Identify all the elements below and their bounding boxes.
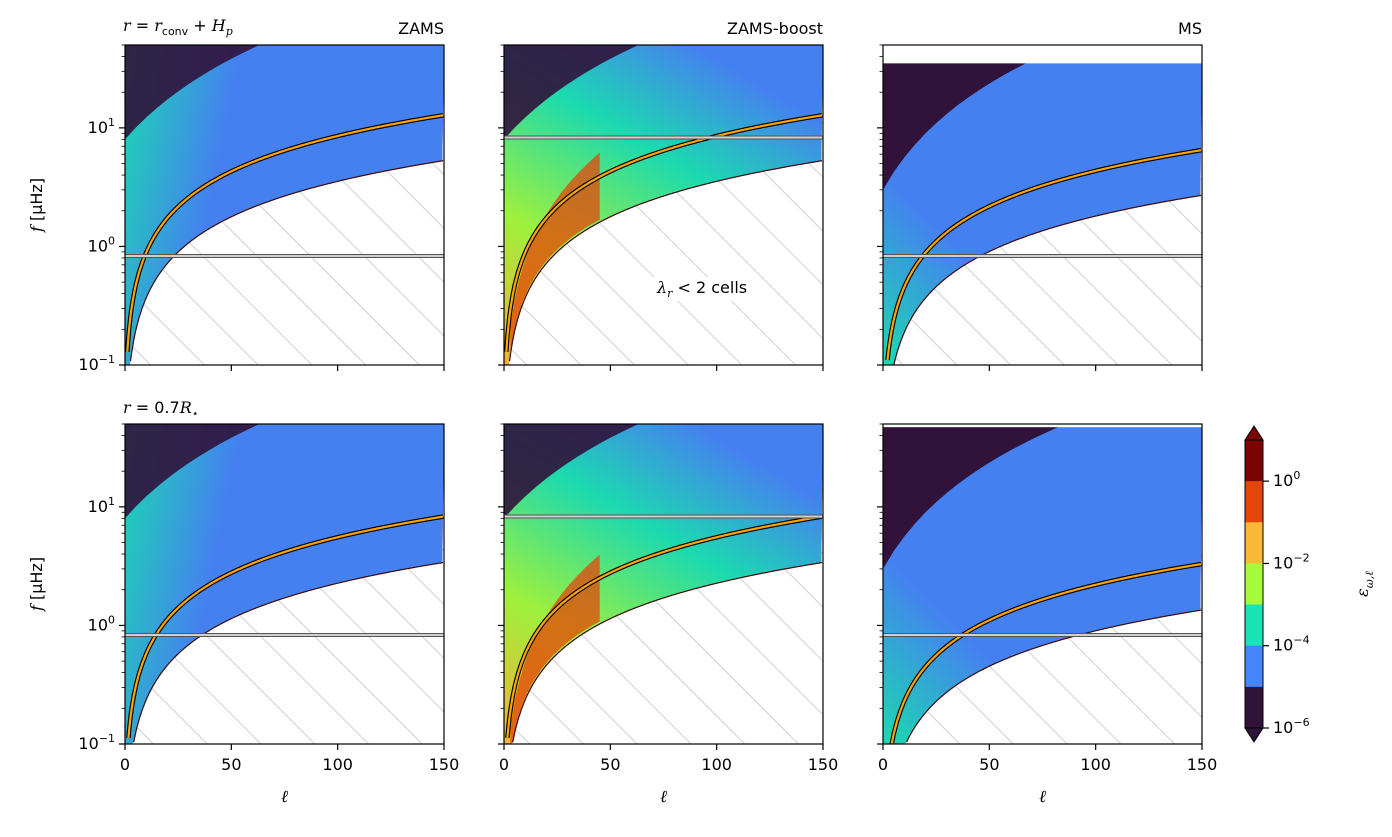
y-tick-label: 100 (88, 613, 115, 634)
brunt-curve (505, 114, 823, 352)
cutoff-curve (893, 194, 1202, 365)
brunt-curve (890, 563, 1202, 744)
column-title-ms: MS (1178, 19, 1202, 38)
y-tick-label: 100 (88, 234, 115, 255)
y-axis-label: f [μHz] (27, 557, 46, 612)
x-tick-label: 50 (979, 755, 999, 774)
cutoff-curve (508, 160, 823, 362)
panel-frame (503, 423, 824, 745)
panel-r0-c1 (498, 44, 824, 371)
colorbar-label: εω,ℓ (1353, 571, 1376, 597)
x-tick-label: 100 (322, 755, 353, 774)
colorbar-segment (1245, 645, 1263, 688)
x-axis-label: ℓ (281, 787, 288, 807)
high-frequency-dark-region (883, 424, 1202, 569)
x-tick-label: 150 (429, 755, 460, 774)
high-frequency-dark-region (504, 424, 823, 519)
x-tick-label: 100 (1080, 755, 1111, 774)
y-tick-label: 10−1 (78, 353, 115, 374)
brunt-curve (506, 515, 823, 739)
x-tick-label: 50 (600, 755, 620, 774)
energy-heatmap (125, 424, 444, 744)
panel-r0-c0: 10−1 100 101 f [μHz] (27, 44, 445, 374)
panel-frame (124, 423, 445, 745)
high-epsilon-region (510, 554, 600, 744)
unresolved-top-region (883, 424, 1202, 428)
x-tick-label: 150 (1187, 755, 1218, 774)
x-tick-label: 0 (878, 755, 888, 774)
row-label-bottom: r = 0.7R⋆ (123, 398, 199, 421)
panel-r1-c1: 0 50 100 150 ℓ (498, 423, 839, 807)
x-axis-label: ℓ (1039, 787, 1046, 807)
unresolved-top-region (883, 45, 1202, 64)
energy-heatmap (883, 424, 1202, 744)
y-tick-label: 101 (88, 116, 115, 137)
brunt-curve (126, 114, 444, 352)
colorbar-extend-bottom (1244, 727, 1264, 743)
y-tick-label: 10−1 (78, 732, 115, 753)
colorbar-segment (1245, 440, 1263, 482)
brunt-curve (886, 149, 1202, 361)
colorbar-segment (1245, 481, 1263, 523)
energy-heatmap (883, 45, 1202, 365)
cutoff-curve (133, 562, 444, 743)
panel-frame (124, 44, 445, 366)
panel-r0-c2 (877, 44, 1203, 371)
cutoff-curve (512, 562, 823, 743)
energy-heatmap (504, 424, 823, 744)
x-tick-label: 0 (499, 755, 509, 774)
panel-frame (882, 44, 1203, 366)
wavelength-annotation: λr < 2 cells (653, 277, 752, 302)
high-frequency-dark-region (125, 424, 444, 519)
colorbar-segment (1245, 522, 1263, 564)
x-tick-label: 50 (221, 755, 241, 774)
cutoff-curve (129, 160, 444, 362)
colorbar-segment (1245, 686, 1263, 729)
x-tick-label: 0 (120, 755, 130, 774)
x-axis-label: ℓ (660, 787, 667, 807)
high-frequency-dark-region (125, 45, 444, 140)
colorbar-extend-top (1244, 425, 1264, 441)
panel-frame (882, 423, 1203, 745)
y-tick-label: 101 (88, 495, 115, 516)
column-title-zams: ZAMS (398, 19, 444, 38)
colorbar-tick-label: 100 (1273, 469, 1300, 490)
colorbar: 100 10−2 10−4 10−6 εω,ℓ (1244, 425, 1376, 743)
colorbar-tick-label: 10−6 (1273, 716, 1310, 737)
cutoff-curve (906, 609, 1202, 743)
energy-heatmap (504, 45, 823, 365)
panel-r1-c2: 0 50 100 150 ℓ (877, 423, 1218, 807)
y-axis-label: f [μHz] (27, 178, 46, 233)
row-label-top: r = rconv + Hp (123, 16, 233, 39)
colorbar-segment (1245, 604, 1263, 647)
x-tick-label: 100 (701, 755, 732, 774)
brunt-curve (127, 515, 444, 739)
colorbar-tick-label: 10−2 (1273, 551, 1310, 572)
colorbar-tick-label: 10−4 (1273, 634, 1310, 655)
high-frequency-dark-region (504, 45, 823, 140)
x-tick-label: 150 (808, 755, 839, 774)
panel-r1-c0: 10−1 100 101 0 50 100 150 ℓ f [μHz] (27, 423, 460, 807)
high-frequency-dark-region (883, 45, 1202, 190)
energy-heatmap (125, 45, 444, 365)
colorbar-frame (1244, 439, 1264, 729)
high-epsilon-region (510, 152, 600, 353)
colorbar-segment (1245, 563, 1263, 606)
column-title-zams-boost: ZAMS-boost (727, 19, 823, 38)
panel-frame (503, 44, 824, 366)
